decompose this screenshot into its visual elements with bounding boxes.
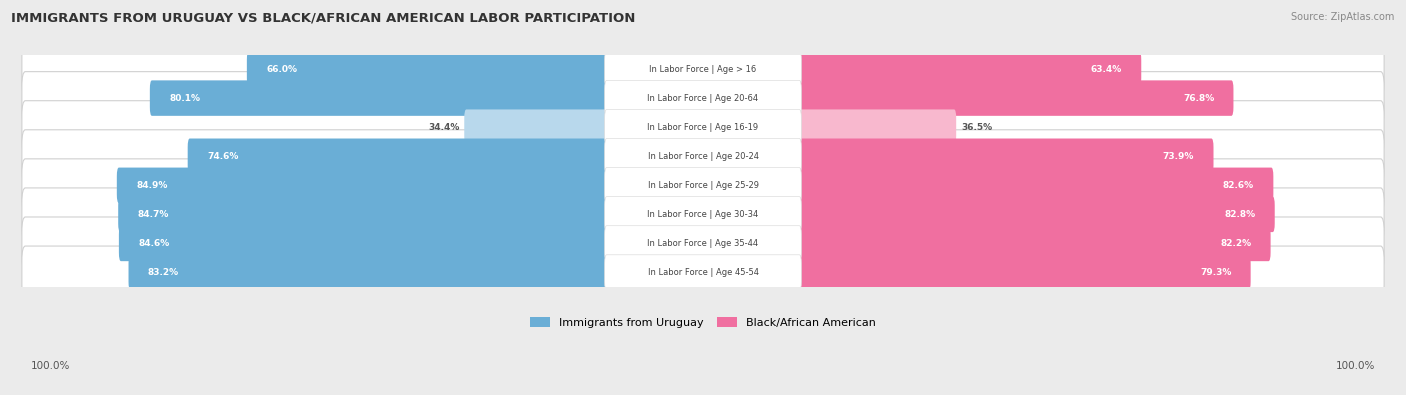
FancyBboxPatch shape <box>605 226 801 261</box>
FancyBboxPatch shape <box>22 217 1384 270</box>
FancyBboxPatch shape <box>118 197 609 232</box>
FancyBboxPatch shape <box>128 255 609 290</box>
FancyBboxPatch shape <box>605 51 801 87</box>
Text: In Labor Force | Age 45-54: In Labor Force | Age 45-54 <box>648 268 758 277</box>
Text: Source: ZipAtlas.com: Source: ZipAtlas.com <box>1291 12 1395 22</box>
Text: In Labor Force | Age 25-29: In Labor Force | Age 25-29 <box>648 181 758 190</box>
FancyBboxPatch shape <box>22 101 1384 154</box>
FancyBboxPatch shape <box>464 109 609 145</box>
FancyBboxPatch shape <box>605 255 801 290</box>
Text: 74.6%: 74.6% <box>207 152 239 161</box>
FancyBboxPatch shape <box>797 139 1213 174</box>
FancyBboxPatch shape <box>247 51 609 87</box>
Text: In Labor Force | Age 16-19: In Labor Force | Age 16-19 <box>647 123 759 132</box>
Text: 66.0%: 66.0% <box>266 64 297 73</box>
FancyBboxPatch shape <box>150 80 609 116</box>
Text: 82.2%: 82.2% <box>1220 239 1251 248</box>
FancyBboxPatch shape <box>797 167 1274 203</box>
FancyBboxPatch shape <box>117 167 609 203</box>
Text: 82.6%: 82.6% <box>1223 181 1254 190</box>
FancyBboxPatch shape <box>797 197 1275 232</box>
FancyBboxPatch shape <box>605 167 801 203</box>
Text: 100.0%: 100.0% <box>31 361 70 371</box>
FancyBboxPatch shape <box>605 139 801 174</box>
FancyBboxPatch shape <box>22 246 1384 299</box>
FancyBboxPatch shape <box>120 226 609 261</box>
Text: IMMIGRANTS FROM URUGUAY VS BLACK/AFRICAN AMERICAN LABOR PARTICIPATION: IMMIGRANTS FROM URUGUAY VS BLACK/AFRICAN… <box>11 12 636 25</box>
Text: In Labor Force | Age 35-44: In Labor Force | Age 35-44 <box>647 239 759 248</box>
Text: 84.6%: 84.6% <box>138 239 169 248</box>
Text: 82.8%: 82.8% <box>1225 210 1256 219</box>
FancyBboxPatch shape <box>605 80 801 116</box>
Text: 84.9%: 84.9% <box>136 181 167 190</box>
Text: 73.9%: 73.9% <box>1163 152 1194 161</box>
FancyBboxPatch shape <box>797 226 1271 261</box>
FancyBboxPatch shape <box>797 109 956 145</box>
FancyBboxPatch shape <box>22 43 1384 96</box>
FancyBboxPatch shape <box>605 197 801 232</box>
Text: 79.3%: 79.3% <box>1199 268 1232 277</box>
Text: 36.5%: 36.5% <box>960 123 993 132</box>
Text: In Labor Force | Age > 16: In Labor Force | Age > 16 <box>650 64 756 73</box>
Text: In Labor Force | Age 30-34: In Labor Force | Age 30-34 <box>647 210 759 219</box>
FancyBboxPatch shape <box>187 139 609 174</box>
FancyBboxPatch shape <box>605 109 801 145</box>
Text: 83.2%: 83.2% <box>148 268 179 277</box>
FancyBboxPatch shape <box>22 71 1384 124</box>
FancyBboxPatch shape <box>22 159 1384 212</box>
Text: 34.4%: 34.4% <box>427 123 460 132</box>
Legend: Immigrants from Uruguay, Black/African American: Immigrants from Uruguay, Black/African A… <box>526 313 880 333</box>
Text: 84.7%: 84.7% <box>138 210 169 219</box>
Text: 63.4%: 63.4% <box>1091 64 1122 73</box>
FancyBboxPatch shape <box>797 255 1251 290</box>
FancyBboxPatch shape <box>22 188 1384 241</box>
FancyBboxPatch shape <box>797 51 1142 87</box>
Text: In Labor Force | Age 20-24: In Labor Force | Age 20-24 <box>648 152 758 161</box>
FancyBboxPatch shape <box>22 130 1384 183</box>
Text: 100.0%: 100.0% <box>1336 361 1375 371</box>
FancyBboxPatch shape <box>797 80 1233 116</box>
Text: 76.8%: 76.8% <box>1182 94 1215 103</box>
Text: 80.1%: 80.1% <box>169 94 200 103</box>
Text: In Labor Force | Age 20-64: In Labor Force | Age 20-64 <box>647 94 759 103</box>
